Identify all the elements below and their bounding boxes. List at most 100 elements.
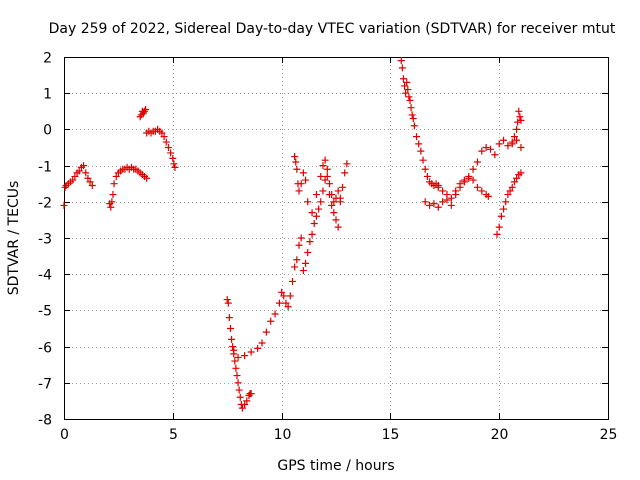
data-point [109,191,117,199]
data-point [110,180,118,188]
y-tick-label: -5 [38,304,52,320]
data-point [160,133,168,141]
data-point [517,116,525,124]
data-point [71,172,79,180]
y-tick-label: 0 [43,123,52,139]
data-point [328,201,336,209]
data-point [315,205,323,213]
data-point [284,303,292,311]
data-point [323,172,331,180]
data-point [295,187,303,195]
data-point [235,386,243,394]
data-point [170,160,178,168]
data-point [434,203,442,211]
data-point [486,145,494,153]
data-point [291,153,299,161]
data-point [275,299,283,307]
data-point [234,379,242,387]
data-point [302,176,310,184]
series-seg-7.5-8.6 [223,296,255,412]
data-point [297,180,305,188]
data-point [513,136,521,144]
series-seg-2.1-3.8 [106,163,151,211]
data-point [439,198,447,206]
series-seg-10.6-12.7 [291,153,344,217]
data-point [495,223,503,231]
data-point [228,335,236,343]
data-point [409,115,417,123]
data-point [262,328,270,336]
x-tick-labels: 0 5 10 15 20 25 [60,427,617,443]
data-point [171,163,179,171]
y-tick-label: -7 [38,377,52,393]
data-point [226,325,234,332]
data-point [500,136,508,144]
data-point [167,149,175,157]
data-point [319,162,327,170]
data-point [234,353,242,361]
data-point [299,267,307,275]
grid-lines [64,57,608,419]
data-point [504,142,512,150]
data-point [223,296,231,304]
data-point [88,182,96,190]
data-point [334,187,342,195]
data-point [332,216,340,224]
data-point [415,140,423,148]
data-point [258,339,266,347]
data-point [330,209,338,217]
data-point [426,201,434,209]
data-point [319,187,327,195]
data-point [61,183,69,191]
series-seg-17.2-19.5 [434,174,492,202]
y-tick-label: -2 [38,196,52,212]
series-seg-3.5-5.1 [136,105,179,171]
data-point [517,169,525,177]
data-point [84,174,92,182]
y-tick-label: -8 [38,413,52,429]
data-point [321,156,329,164]
data-point [164,144,172,151]
data-point [421,165,429,173]
data-point [404,86,412,94]
data-point [465,174,473,182]
data-point [317,198,325,206]
data-point [413,133,421,141]
data-point [510,133,518,141]
data-point [328,191,336,199]
data-point [230,346,238,354]
data-point [233,372,241,380]
data-point [513,125,521,133]
data-point [510,178,518,186]
data-point [517,144,525,151]
x-axis-label: GPS time / hours [277,458,394,474]
series-seg-19.9-21.0 [493,169,525,238]
data-point [469,165,477,173]
x-tick-label: 0 [60,427,69,443]
data-point [341,169,349,177]
data-point [482,144,490,151]
data-point [495,140,503,148]
data-point [225,314,233,322]
series-seg-7.8-13.0 [230,160,351,361]
series-seg-15.5-17.2 [397,57,442,190]
data-point [516,113,524,121]
data-point [236,393,244,401]
data-point [158,129,166,137]
plot-frame [64,57,609,420]
series-seg-16.6-21.0 [421,136,525,211]
data-point [460,176,468,184]
data-point [80,162,88,170]
data-points [60,57,525,412]
data-point [408,111,416,119]
data-point [452,187,460,195]
data-point [292,158,300,166]
data-point [69,176,77,184]
data-point [317,172,325,180]
x-tick-label: 10 [274,427,292,443]
data-point [419,156,427,164]
data-point [297,234,305,242]
data-point [308,230,316,238]
data-point [325,180,333,188]
